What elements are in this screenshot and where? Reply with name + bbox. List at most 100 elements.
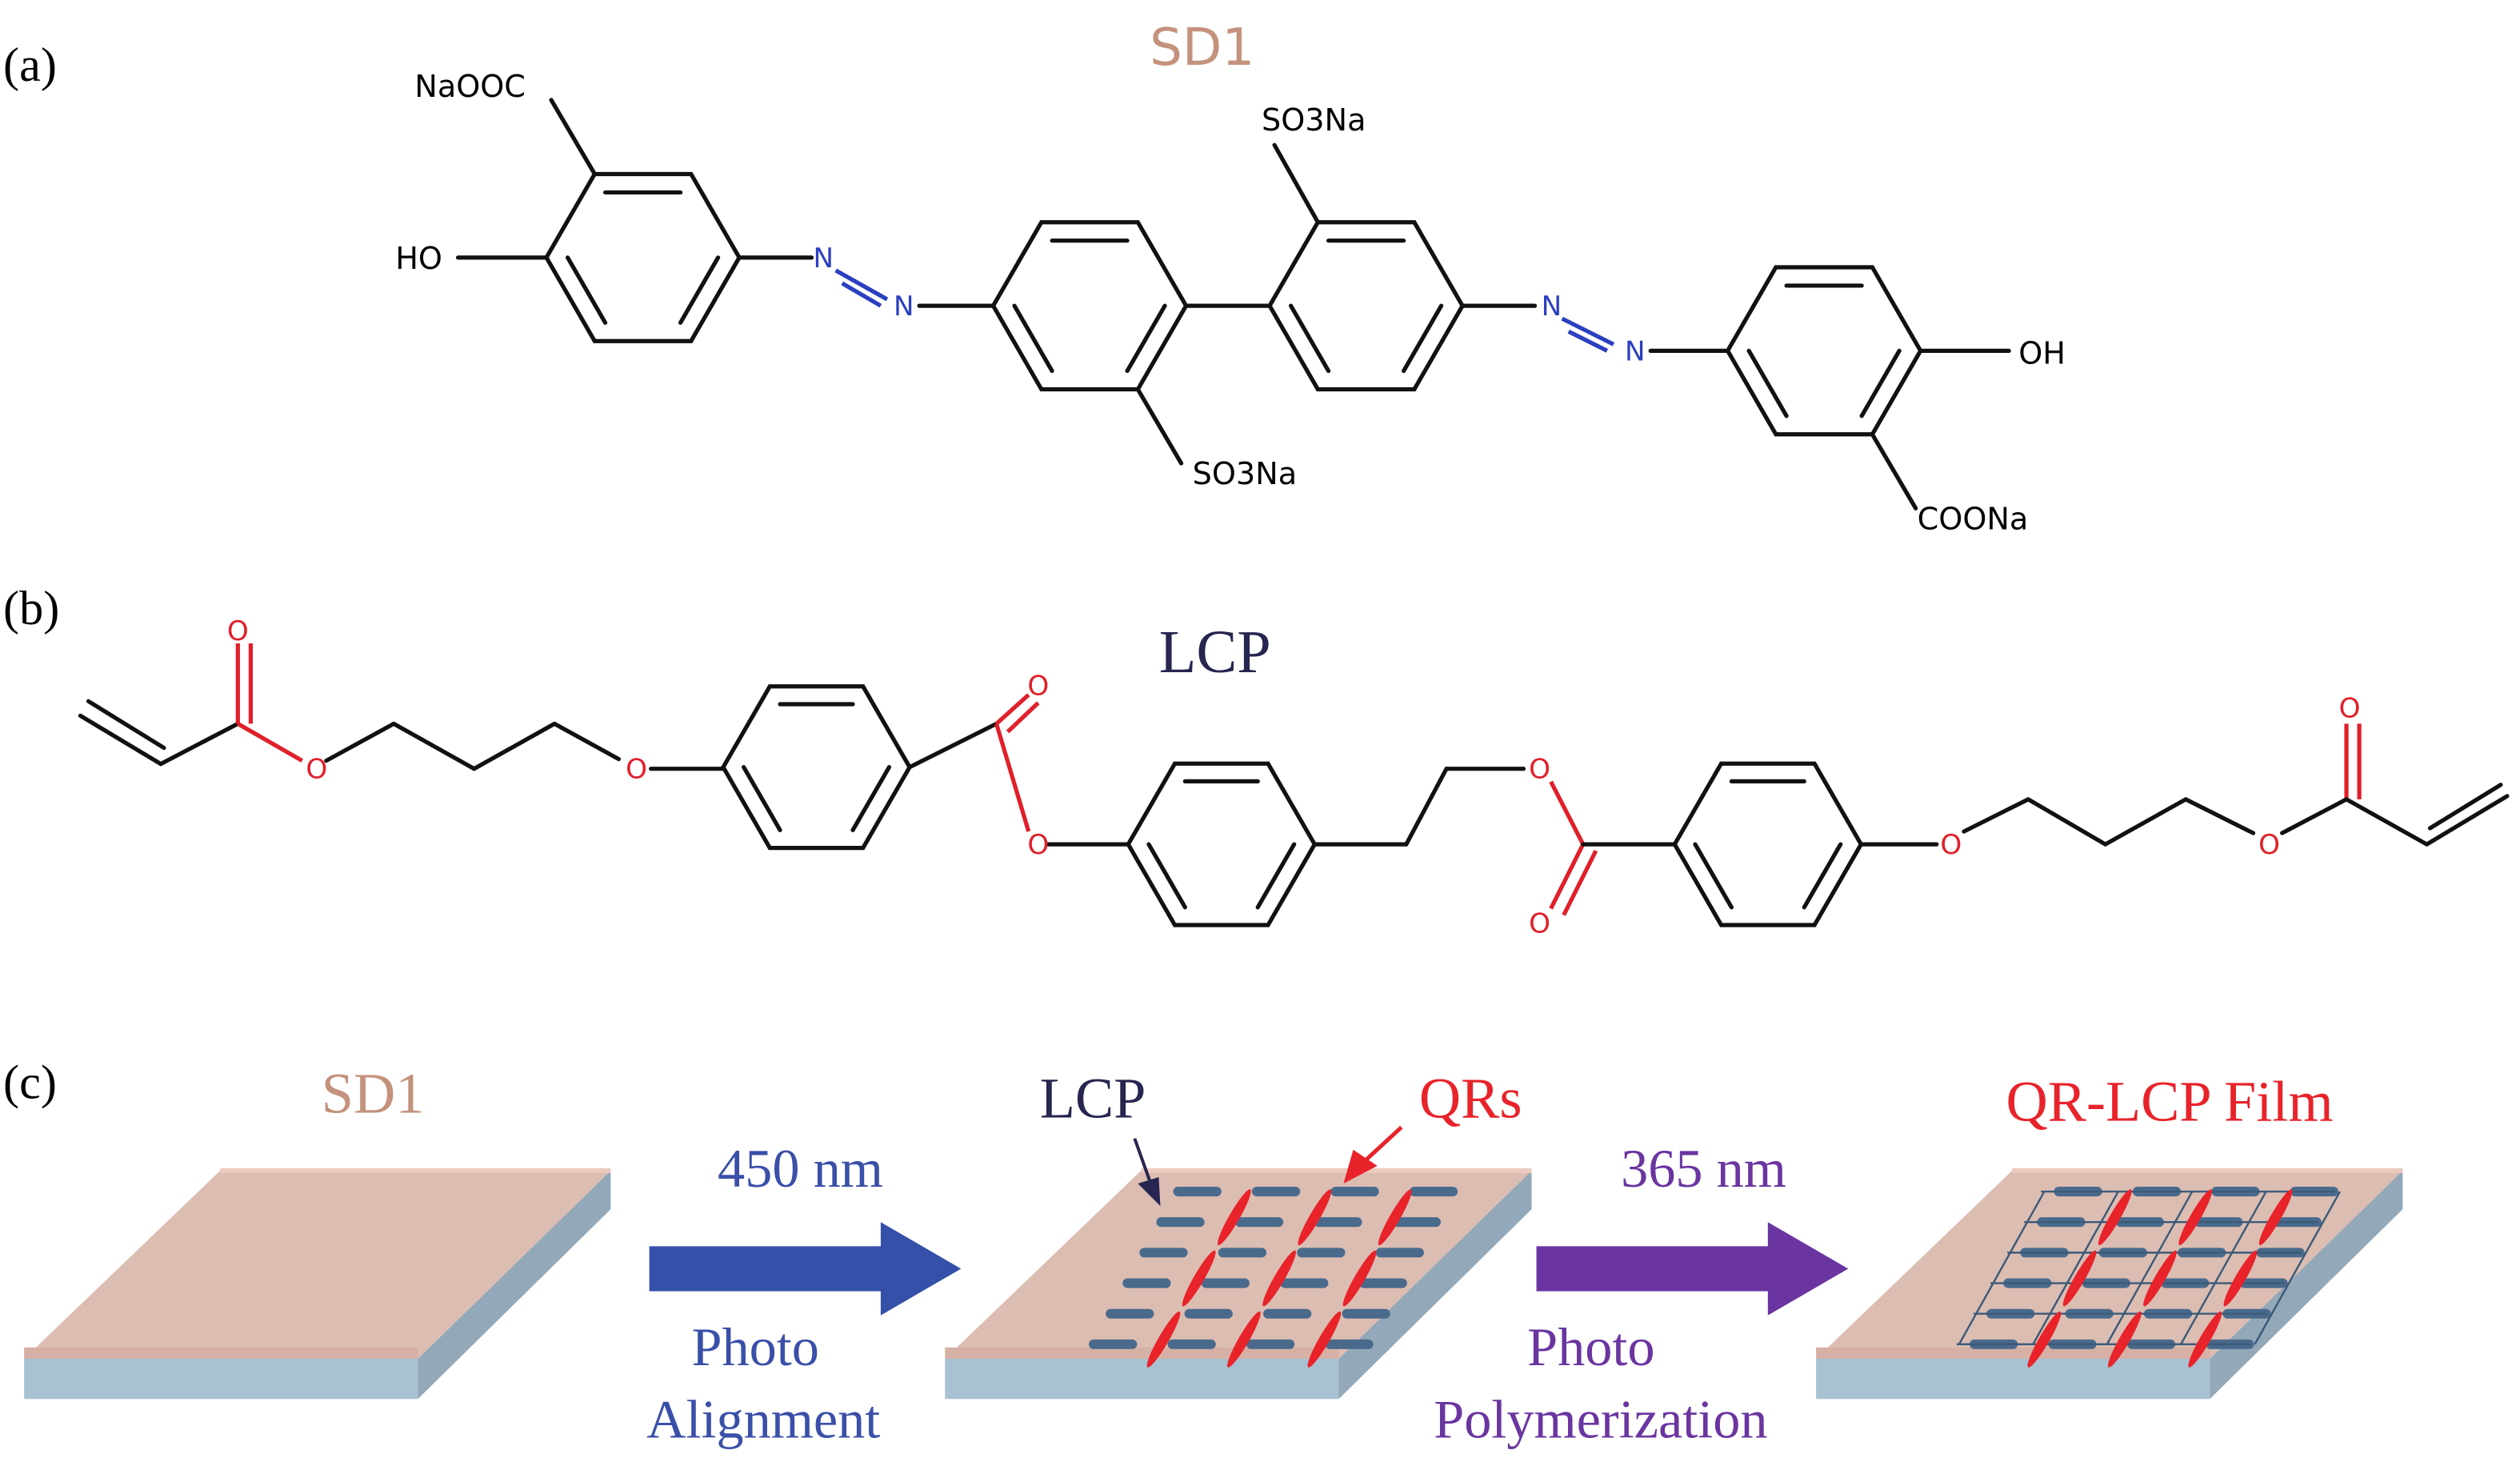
lcp-rod xyxy=(1089,1339,1138,1349)
benzene-ring xyxy=(1126,761,1318,927)
lcp-rod xyxy=(1156,1217,1205,1228)
quantum-rod xyxy=(1218,1189,1251,1246)
quantum-rod xyxy=(1342,1250,1377,1307)
bond xyxy=(2103,797,2188,847)
substrate-side xyxy=(1338,1170,1532,1400)
lcp-rod xyxy=(1392,1217,1442,1228)
quantum-rod xyxy=(2143,1250,2177,1307)
quantum-rod xyxy=(1146,1311,1181,1368)
panel-label-c: (c) xyxy=(3,1056,57,1110)
lcp-rod xyxy=(1409,1187,1458,1197)
bond xyxy=(1859,348,1902,419)
bond xyxy=(1146,842,1187,910)
bond xyxy=(907,721,999,770)
oxygen-atoms: O O O O O O O O O O xyxy=(227,615,2361,940)
atom-n: N xyxy=(814,242,834,274)
atom-coona: COONa xyxy=(1918,501,2029,536)
lcp-rod xyxy=(1375,1248,1424,1258)
lcp-rod xyxy=(1358,1278,1407,1288)
bond xyxy=(2280,797,2349,835)
quantum-rod xyxy=(1227,1311,1261,1368)
bond xyxy=(1272,142,1320,225)
atom-o: O xyxy=(1940,829,1962,861)
quantum-rod xyxy=(1378,1189,1412,1246)
benzene-ring xyxy=(1672,761,1864,927)
sd1-molecule xyxy=(455,98,2011,511)
sd1-title: SD1 xyxy=(1150,18,1254,78)
lcp-rod xyxy=(1330,1187,1379,1197)
step2-wavelength: 365 nm xyxy=(1621,1138,1786,1199)
atom-o: O xyxy=(2339,692,2361,724)
atom-ho: HO xyxy=(395,241,442,276)
benzene-ring xyxy=(1725,265,1923,437)
quantum-rod xyxy=(2062,1250,2097,1307)
bond xyxy=(2427,783,2503,831)
step2-label-line2: Polymerization xyxy=(1434,1388,1767,1449)
lcp-rod xyxy=(1139,1248,1188,1258)
atom-n: N xyxy=(1625,335,1646,367)
bond xyxy=(1404,767,1449,847)
lcp-rod xyxy=(1342,1308,1390,1319)
bond xyxy=(994,693,1030,726)
bond xyxy=(1746,348,1789,419)
lcp-rod xyxy=(1218,1248,1267,1258)
photo-polymerization-arrow xyxy=(1536,1222,1849,1316)
atom-o: O xyxy=(227,615,249,647)
lcp-molecule xyxy=(78,643,2510,927)
lcp-title: LCP xyxy=(1159,618,1271,686)
atom-o: O xyxy=(306,754,327,786)
atom-n: N xyxy=(894,290,914,322)
polymer-network-line xyxy=(1958,1191,2046,1345)
quantum-rod xyxy=(1262,1250,1296,1307)
atom-so3na-bottom: SO3Na xyxy=(1193,456,1297,491)
sd1-layer-edge xyxy=(24,1347,418,1359)
bond xyxy=(2424,794,2510,847)
benzene-ring xyxy=(990,220,1189,392)
sd1-layer-edge xyxy=(1816,1347,2210,1359)
bond xyxy=(1962,797,2030,834)
bond xyxy=(1693,842,1734,910)
film-label: QR-LCP Film xyxy=(2006,1070,2333,1134)
lcp-rod xyxy=(1314,1217,1362,1228)
quantum-rod xyxy=(2098,1189,2132,1246)
substrate-side xyxy=(418,1170,611,1400)
atom-o: O xyxy=(1027,829,1049,861)
quantum-rod xyxy=(2178,1189,2213,1246)
polymer-network-line xyxy=(2032,1191,2119,1345)
lcp-rod xyxy=(1122,1278,1171,1288)
aligned-substrate xyxy=(945,1168,1532,1400)
step1-wavelength: 450 nm xyxy=(718,1138,883,1199)
quantum-rod xyxy=(2188,1311,2222,1368)
quantum-rod xyxy=(1298,1189,1332,1246)
bond xyxy=(1401,303,1444,374)
bond xyxy=(565,255,608,325)
panel-label-b: (b) xyxy=(3,582,59,635)
sd1-layer-top xyxy=(24,1170,611,1359)
lcp-pointer-arrow xyxy=(1133,1138,1161,1207)
lcp-rod xyxy=(1280,1278,1329,1288)
lcp-rod xyxy=(1201,1278,1250,1288)
lcp-rod xyxy=(1106,1308,1154,1319)
qrs-label: QRs xyxy=(1419,1067,1522,1131)
substrate-front xyxy=(945,1358,1339,1400)
bond xyxy=(994,723,1031,832)
bond xyxy=(2183,797,2256,835)
step2-label-line1: Photo xyxy=(1527,1316,1654,1377)
atom-o: O xyxy=(626,754,647,786)
atom-oh: OH xyxy=(2018,335,2066,371)
bond xyxy=(850,765,892,832)
qrs-pointer-arrow xyxy=(1343,1125,1403,1184)
bond xyxy=(1012,303,1054,374)
bond xyxy=(158,721,240,767)
bond xyxy=(549,98,597,176)
bond xyxy=(324,721,396,763)
lcp-rod xyxy=(1173,1187,1222,1197)
step1-label-line1: Photo xyxy=(691,1316,818,1377)
bond xyxy=(1006,701,1040,734)
quantum-rod xyxy=(2027,1311,2062,1368)
polymer-network-line xyxy=(2254,1191,2342,1345)
bond xyxy=(1549,780,1586,846)
atom-o: O xyxy=(2258,829,2280,861)
panel-label-a: (a) xyxy=(3,38,57,92)
quantum-rod xyxy=(1182,1250,1216,1307)
